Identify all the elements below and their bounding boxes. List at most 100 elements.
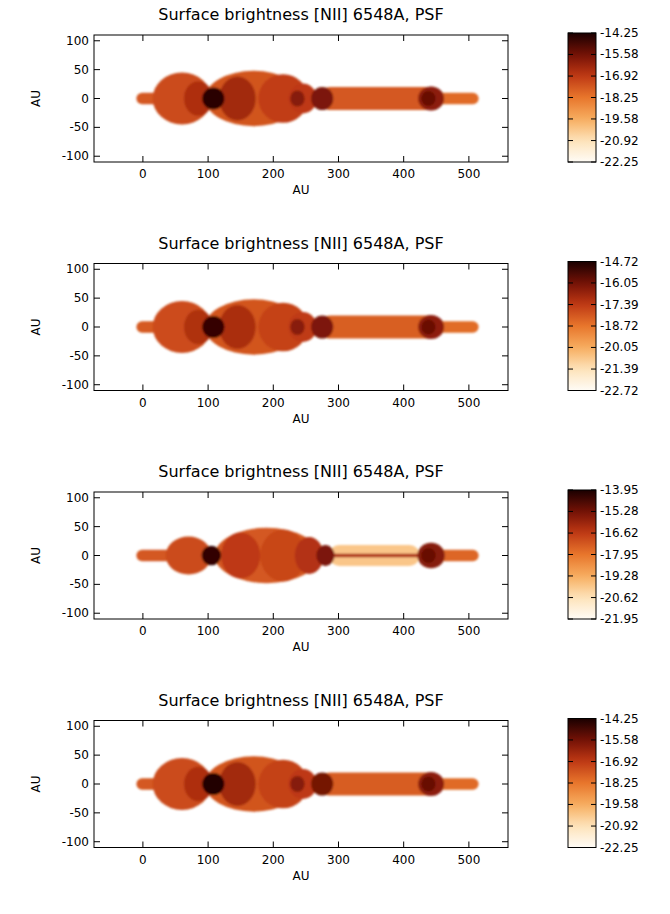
x-tick-label: 200 [262, 624, 285, 638]
colorbar-tick-label: -15.58 [600, 733, 639, 747]
colorbar-tick [568, 804, 573, 805]
x-tick-label: 500 [457, 624, 480, 638]
panel: Surface brightness [NII] 6548A, PSF01002… [29, 5, 639, 197]
y-tick [94, 726, 100, 727]
colorbar-tick [568, 54, 573, 55]
y-tick-label: 100 [66, 262, 89, 276]
x-tick [468, 492, 469, 498]
x-tick [468, 156, 469, 162]
y-tick [94, 555, 100, 556]
x-tick-label: 500 [457, 167, 480, 181]
y-tick [502, 269, 508, 270]
frame [94, 721, 508, 848]
x-axis-title: AU [293, 640, 310, 654]
y-tick-label: 0 [81, 777, 89, 791]
x-tick-label: 100 [197, 167, 220, 181]
x-tick [403, 156, 404, 162]
knot [421, 91, 435, 106]
x-tick [142, 264, 143, 270]
y-tick [94, 613, 100, 614]
x-tick [403, 385, 404, 391]
colorbar-tick [568, 826, 573, 827]
colorbar-tick [591, 847, 596, 848]
y-tick [502, 755, 508, 756]
title: Surface brightness [NII] 6548A, PSF [158, 462, 443, 481]
y-tick [94, 69, 100, 70]
colorbar [568, 262, 596, 391]
knot [202, 546, 222, 566]
colorbar-tick [591, 804, 596, 805]
knot [316, 545, 334, 566]
y-tick [502, 784, 508, 785]
colorbar-tick-label: -14.25 [600, 712, 639, 726]
y-tick [94, 384, 100, 385]
x-tick-label: 400 [392, 396, 415, 410]
y-tick [502, 812, 508, 813]
colorbar-tick [591, 761, 596, 762]
x-tick-label: 300 [327, 624, 350, 638]
colorbar [568, 33, 596, 162]
knot [290, 90, 304, 106]
colorbar-tick-label: -17.95 [600, 548, 639, 562]
colorbar-tick-label: -20.62 [600, 591, 639, 605]
colorbar-tick [591, 347, 596, 348]
colorbar-tick [591, 326, 596, 327]
colorbar-tick-label: -18.72 [600, 319, 639, 333]
y-tick [94, 497, 100, 498]
x-tick [208, 35, 209, 41]
colorbar-tick [568, 490, 573, 491]
y-tick [94, 269, 100, 270]
y-tick-label: 50 [74, 63, 89, 77]
map [136, 756, 478, 811]
panel: Surface brightness [NII] 6548A, PSF01002… [29, 234, 639, 426]
colorbar-tick [591, 76, 596, 77]
colorbar-tick [568, 326, 573, 327]
x-tick [273, 264, 274, 270]
colorbar-tick [568, 347, 573, 348]
x-tick [273, 613, 274, 619]
colorbar-tick [568, 761, 573, 762]
colorbar-tick [591, 783, 596, 784]
x-tick [273, 35, 274, 41]
x-tick [468, 721, 469, 727]
x-tick [338, 264, 339, 270]
x-tick [338, 385, 339, 391]
map [136, 299, 478, 354]
y-tick [502, 156, 508, 157]
knot [258, 760, 308, 808]
panel: Surface brightness [NII] 6548A, PSF01002… [29, 462, 639, 654]
y-tick [502, 298, 508, 299]
colorbar-tick-label: -21.95 [600, 612, 639, 626]
colorbar [568, 490, 596, 619]
colorbar-tick [591, 304, 596, 305]
x-tick-label: 200 [262, 853, 285, 867]
colorbar-tick [591, 718, 596, 719]
x-tick [142, 35, 143, 41]
knot [418, 772, 444, 796]
x-tick [403, 721, 404, 727]
y-tick [94, 784, 100, 785]
x-tick-label: 100 [197, 624, 220, 638]
y-tick [94, 98, 100, 99]
y-tick-label: 0 [81, 320, 89, 334]
colorbar-tick [591, 554, 596, 555]
colorbar-tick [568, 718, 573, 719]
colorbar-tick-label: -19.28 [600, 569, 639, 583]
colorbar-tick-label: -19.58 [600, 112, 639, 126]
colorbar-tick [591, 54, 596, 55]
map [136, 71, 478, 126]
colorbar-tick [568, 847, 573, 848]
colorbar-tick-label: -18.25 [600, 776, 639, 790]
colorbar-tick [568, 76, 573, 77]
y-tick-label: 50 [74, 520, 89, 534]
x-tick [338, 613, 339, 619]
knot [421, 319, 435, 334]
colorbar-tick-label: -14.25 [600, 26, 639, 40]
y-tick [502, 384, 508, 385]
y-tick [502, 584, 508, 585]
x-tick [273, 721, 274, 727]
knot [202, 88, 224, 110]
x-tick [208, 613, 209, 619]
figure: Surface brightness [NII] 6548A, PSF 0 100 2… [0, 0, 670, 914]
y-tick [502, 555, 508, 556]
